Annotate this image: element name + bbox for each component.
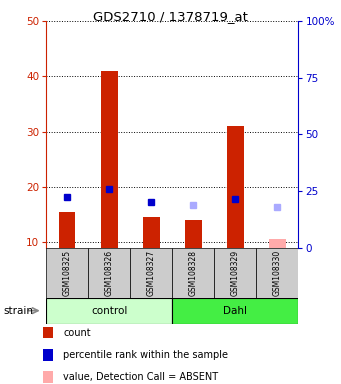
Bar bbox=[172, 248, 214, 298]
Text: GSM108325: GSM108325 bbox=[62, 250, 72, 296]
Bar bbox=[172, 298, 298, 324]
Bar bbox=[143, 217, 160, 248]
Text: GDS2710 / 1378719_at: GDS2710 / 1378719_at bbox=[93, 10, 248, 23]
Bar bbox=[59, 212, 75, 248]
Bar bbox=[269, 239, 286, 248]
Text: control: control bbox=[91, 306, 127, 316]
Text: value, Detection Call = ABSENT: value, Detection Call = ABSENT bbox=[63, 372, 218, 382]
Bar bbox=[46, 248, 88, 298]
Bar bbox=[227, 126, 244, 248]
Bar bbox=[256, 248, 298, 298]
Bar bbox=[130, 248, 172, 298]
Text: percentile rank within the sample: percentile rank within the sample bbox=[63, 350, 228, 360]
Text: GSM108329: GSM108329 bbox=[231, 250, 240, 296]
Bar bbox=[214, 248, 256, 298]
Text: count: count bbox=[63, 328, 91, 338]
Text: GSM108330: GSM108330 bbox=[273, 250, 282, 296]
Bar bbox=[46, 298, 172, 324]
Bar bbox=[185, 220, 202, 248]
Text: GSM108327: GSM108327 bbox=[147, 250, 156, 296]
Text: strain: strain bbox=[3, 306, 33, 316]
Bar bbox=[101, 71, 118, 248]
Text: GSM108326: GSM108326 bbox=[105, 250, 114, 296]
Text: GSM108328: GSM108328 bbox=[189, 250, 198, 296]
Text: Dahl: Dahl bbox=[223, 306, 247, 316]
Bar bbox=[88, 248, 130, 298]
